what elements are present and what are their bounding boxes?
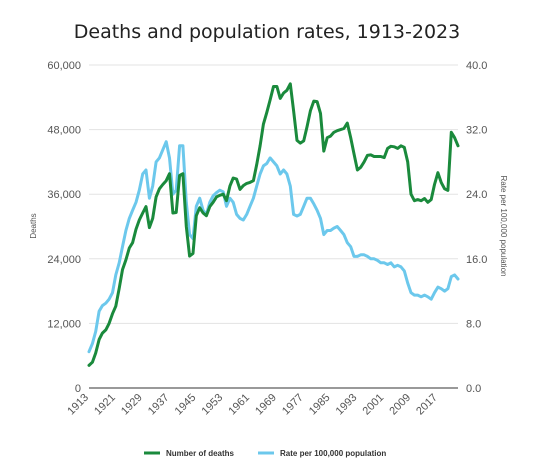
- right-tick-label: 24.0: [466, 189, 487, 201]
- series-line-rate: [87, 140, 460, 354]
- series-lines: [87, 82, 460, 367]
- left-tick-label: 12,000: [47, 318, 81, 330]
- right-tick-label: 40.0: [466, 60, 487, 72]
- right-tick-label: 8.0: [466, 318, 481, 330]
- left-tick-label: 60,000: [47, 60, 81, 72]
- right-tick-label: 32.0: [466, 125, 487, 137]
- right-tick-label: 16.0: [466, 254, 487, 266]
- left-axis-ticks: 0 12,000 24,000 36,000 48,000 60,000: [47, 60, 81, 395]
- left-tick-label: 0: [75, 383, 81, 395]
- right-axis-label: Rate per 100,000 population: [499, 176, 508, 277]
- series-line-deaths: [87, 82, 460, 367]
- right-tick-label: 0.0: [466, 383, 481, 395]
- left-tick-label: 48,000: [47, 125, 81, 137]
- left-tick-label: 36,000: [47, 189, 81, 201]
- chart-title: Deaths and population rates, 1913-2023: [74, 21, 460, 43]
- legend-label-rate: Rate per 100,000 population: [280, 449, 386, 458]
- left-axis-label: Deaths: [29, 213, 38, 238]
- legend: Number of deaths Rate per 100,000 popula…: [144, 449, 386, 458]
- left-tick-label: 24,000: [47, 254, 81, 266]
- right-axis-ticks: 0.0 8.0 16.0 24.0 32.0 40.0: [466, 60, 487, 395]
- legend-label-deaths: Number of deaths: [166, 449, 235, 458]
